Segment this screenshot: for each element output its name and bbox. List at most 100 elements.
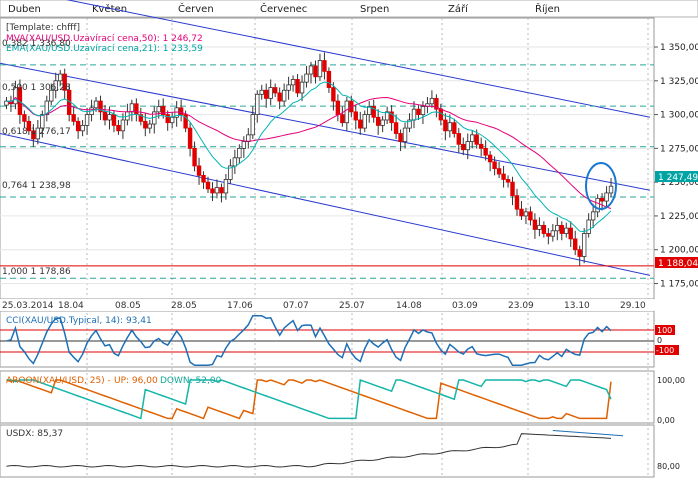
candle	[4, 100, 9, 106]
candle	[205, 181, 211, 190]
candle	[393, 122, 399, 134]
date-label: 07.07	[283, 301, 309, 311]
candle	[228, 165, 233, 180]
candle	[429, 97, 435, 105]
ema-line	[6, 81, 612, 233]
aroon-down-line	[6, 378, 612, 420]
candle	[362, 114, 367, 129]
month-label: Duben	[8, 4, 41, 15]
candle	[555, 224, 560, 232]
candle	[156, 106, 161, 113]
candle	[590, 211, 596, 221]
candle	[295, 79, 300, 94]
candle	[326, 70, 332, 88]
candle	[201, 174, 206, 183]
candle	[595, 197, 600, 213]
cci-axis-label: 0	[657, 336, 662, 345]
month-label: Srpen	[360, 4, 389, 15]
fibonacci-levels	[0, 64, 654, 279]
candle	[564, 227, 569, 234]
price-axis: 1 175,00 1 200,00 1 225,00 1 250,00 1 275,00…	[654, 43, 698, 289]
usdx-line	[6, 433, 612, 468]
cci-axis-label: 100	[657, 326, 672, 335]
ma-line	[6, 96, 612, 209]
aroon-indicator	[6, 378, 612, 420]
candle	[40, 114, 45, 129]
candle	[380, 119, 385, 126]
date-label: 29.10	[620, 301, 646, 311]
candle	[599, 197, 605, 202]
cci-line	[6, 314, 612, 366]
fib-label: 0,764 1 238,98	[2, 181, 71, 191]
candle	[389, 111, 394, 124]
candle	[411, 108, 417, 121]
candle	[111, 114, 117, 126]
candle	[483, 147, 488, 156]
candle	[84, 114, 90, 126]
candle	[371, 106, 376, 118]
candle	[434, 97, 439, 110]
price-tick-label: 1 250,00	[660, 178, 698, 188]
candle	[286, 84, 291, 91]
candle	[165, 114, 170, 124]
candle	[277, 92, 282, 102]
candle	[604, 192, 609, 202]
price-tick-label: 1 325,00	[660, 77, 698, 87]
cci-tag-minus100	[655, 345, 679, 355]
candle	[49, 89, 54, 102]
cci-indicator	[0, 314, 654, 366]
candle	[443, 119, 448, 132]
price-tick-label: 1 350,00	[660, 43, 698, 53]
candle	[398, 133, 403, 143]
candle	[438, 108, 444, 121]
candle	[335, 100, 341, 115]
usdx-trendline	[552, 430, 624, 437]
trend-channel	[0, 0, 651, 276]
candle	[53, 80, 58, 91]
price-tick-label: 1 175,00	[660, 279, 698, 289]
candle	[98, 100, 103, 113]
price-panel	[0, 17, 655, 300]
candle	[192, 147, 197, 167]
candlesticks	[4, 52, 614, 266]
candle	[22, 114, 27, 122]
candle	[93, 100, 99, 109]
candle	[268, 87, 273, 99]
candle	[546, 233, 551, 237]
price-tick-label: 1 275,00	[660, 144, 698, 154]
date-label: 28.05	[171, 301, 197, 311]
current-price-label: 1 247,49	[658, 173, 698, 183]
candle	[264, 89, 269, 99]
date-label: 17.06	[227, 301, 253, 311]
usdx-axis-label: 80,00	[657, 462, 680, 471]
candle	[304, 73, 309, 83]
candle	[120, 119, 126, 132]
candle	[487, 154, 493, 163]
aroon-up-label: UP: 96,00	[114, 376, 158, 386]
price-tick-label: 1 225,00	[660, 212, 698, 222]
date-axis-bar	[0, 299, 654, 311]
fib-label: 0,382 1 336,80	[2, 39, 71, 49]
candle	[420, 106, 426, 115]
month-separators	[86, 18, 649, 477]
candle	[259, 89, 264, 95]
price-tick-label: 1 300,00	[660, 111, 698, 121]
date-label: 18.04	[58, 301, 84, 311]
candle	[196, 165, 202, 176]
moving-averages	[6, 81, 612, 233]
candle	[178, 107, 184, 115]
cci-label: CCI(XAU/USD.Typical, 14): 93,41	[6, 316, 152, 326]
candle	[608, 185, 614, 194]
candle	[523, 211, 529, 217]
month-label: Září	[448, 3, 469, 15]
candle	[519, 208, 524, 217]
candle	[129, 103, 135, 113]
candle	[568, 227, 573, 240]
candle	[116, 124, 121, 132]
candle	[255, 93, 260, 115]
candle	[465, 141, 470, 151]
price-tick-label: 1 200,00	[660, 246, 698, 256]
candle	[169, 116, 175, 124]
fib-label: 0,618 1 276,17	[2, 127, 71, 137]
